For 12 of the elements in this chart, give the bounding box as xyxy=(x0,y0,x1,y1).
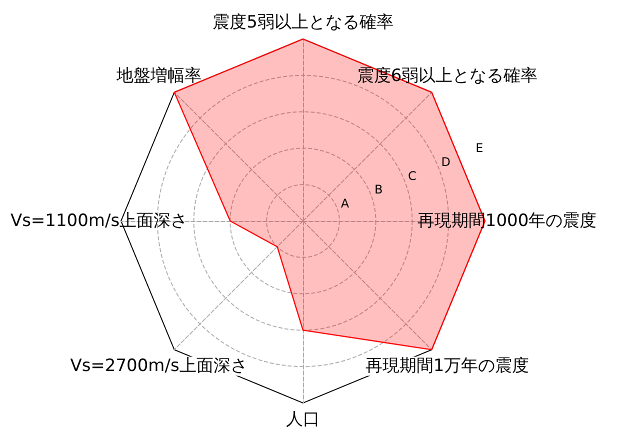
spoke-label: 地盤増幅率 xyxy=(115,66,202,86)
y-tick-label: C xyxy=(408,168,416,183)
y-tick-label: A xyxy=(340,196,350,211)
y-tick-label: D xyxy=(441,154,450,169)
spoke-label: 再現期間1000年の震度 xyxy=(417,211,597,231)
spoke-label: 震度5弱以上となる確率 xyxy=(212,12,394,32)
spoke-label: Vs=2700m/s上面深さ xyxy=(70,356,248,376)
spoke-label: 再現期間1万年の震度 xyxy=(365,356,530,376)
y-tick-label: B xyxy=(374,182,383,197)
spoke-label: Vs=1100m/s上面深さ xyxy=(10,211,188,231)
y-tick-label: E xyxy=(476,140,484,155)
spoke-label: 人口 xyxy=(286,410,320,430)
